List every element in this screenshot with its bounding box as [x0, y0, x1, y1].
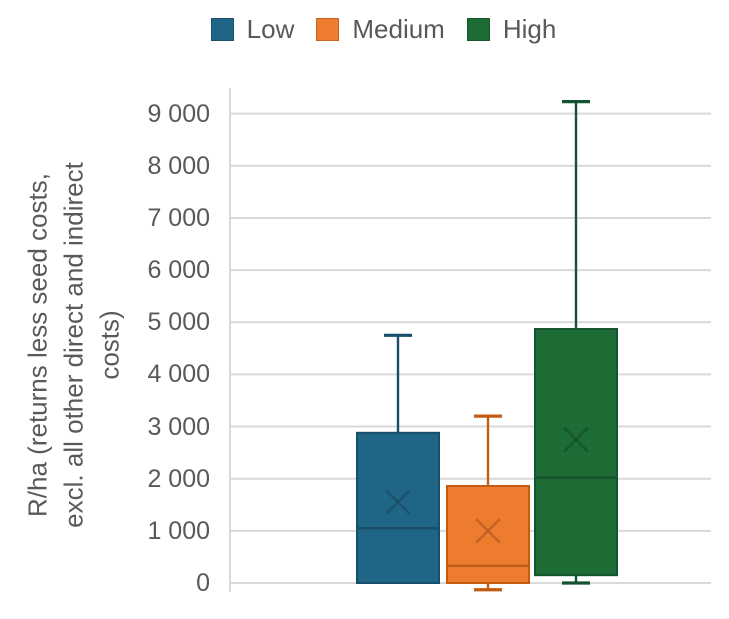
legend-swatch — [210, 18, 234, 41]
legend-item-high[interactable]: High — [466, 14, 557, 45]
y-axis-tick-label: 9 000 — [147, 99, 210, 128]
mean-x-marker — [475, 518, 501, 544]
y-axis-tick-label: 6 000 — [147, 256, 210, 285]
iqr-box — [534, 328, 618, 577]
legend-label: High — [502, 14, 557, 44]
y-axis-tick-label: 7 000 — [147, 203, 210, 232]
mean-x-marker — [385, 489, 411, 515]
y-axis-tick-label: 3 000 — [147, 412, 210, 441]
legend-swatch — [316, 18, 340, 41]
y-axis-title-line: R/ha (returns less seed costs, — [22, 173, 53, 517]
box-series-medium — [446, 414, 530, 592]
legend-item-low[interactable]: Low — [210, 14, 295, 45]
iqr-box — [356, 431, 440, 585]
legend-label: Low — [246, 14, 295, 44]
box-series-low — [356, 333, 440, 585]
y-axis-tick-label: 2 000 — [147, 464, 210, 493]
iqr-box — [446, 485, 530, 585]
y-axis-tick-label: 1 000 — [147, 516, 210, 545]
mean-x-marker — [563, 427, 589, 452]
y-axis-tick-label: 4 000 — [147, 360, 210, 389]
legend: Low Medium High — [19, 14, 729, 45]
y-axis-title-line: excl. all other direct and indirect — [58, 162, 89, 528]
y-axis-tick-label: 0 — [196, 569, 210, 597]
legend-item-medium[interactable]: Medium — [316, 14, 445, 45]
legend-swatch — [466, 18, 490, 41]
y-axis-tick-label: 5 000 — [147, 308, 210, 337]
y-axis-tick-label: 8 000 — [147, 151, 210, 180]
box-series-high — [534, 100, 618, 585]
legend-label: Medium — [352, 14, 445, 44]
